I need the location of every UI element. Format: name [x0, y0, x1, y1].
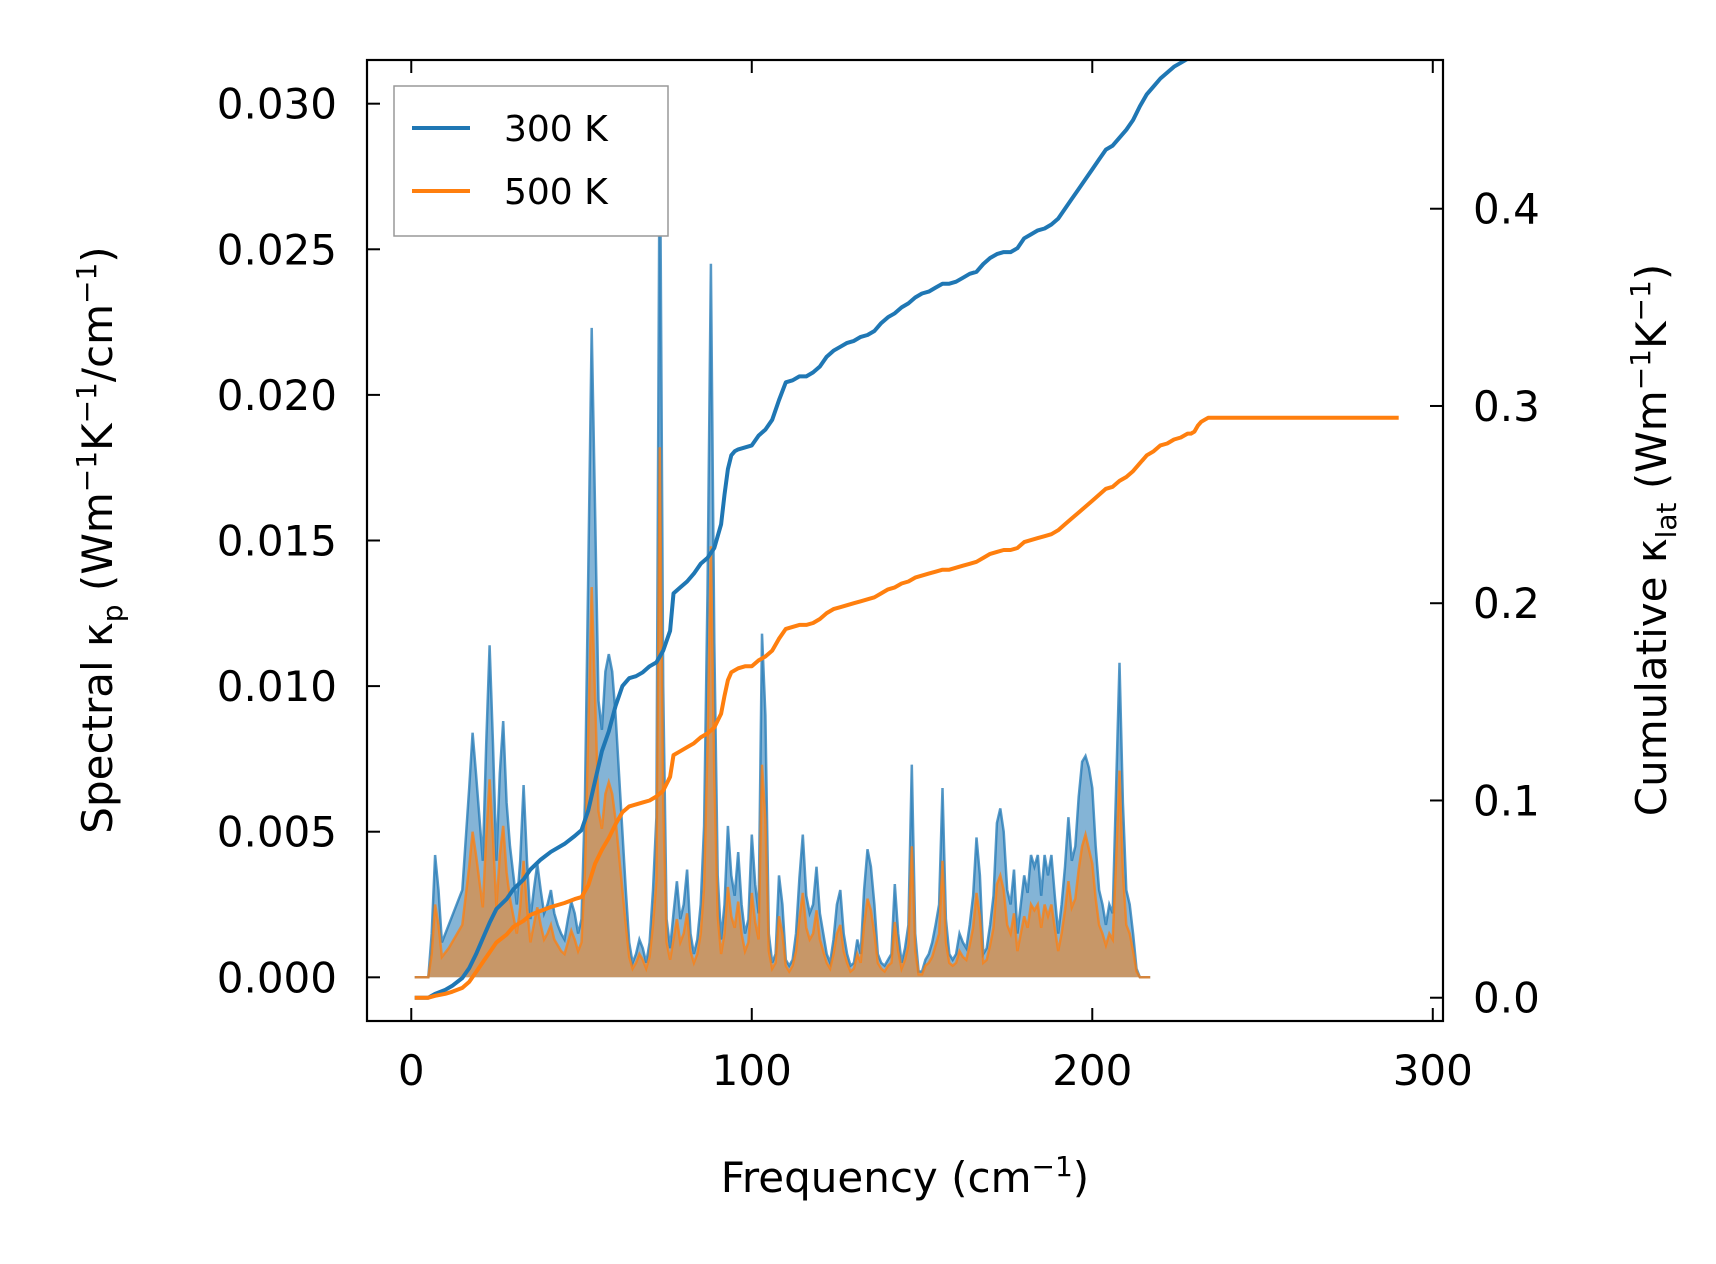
y-left-tick-label: 0.005 [217, 808, 337, 857]
x-tick-label: 0 [398, 1046, 425, 1095]
cumulative-line-500k [414, 415, 1399, 1000]
y-right-tick-label: 0.3 [1473, 382, 1540, 431]
y-left-tick-label: 0.010 [217, 662, 337, 711]
legend-label-300k: 300 K [504, 109, 609, 150]
x-axis-label: Frequency (cm−1) [721, 1150, 1089, 1202]
y-left-tick-label: 0.015 [217, 517, 337, 566]
y-axis-left-label: Spectral κp (Wm−1K−1/cm−1) [70, 246, 129, 833]
cumulative-line-300k [414, 60, 1190, 1000]
y-right-tick-label: 0.4 [1473, 185, 1540, 234]
x-tick-label: 100 [712, 1046, 792, 1095]
y-left-tick-label: 0.020 [217, 371, 337, 420]
legend-frame [393, 85, 669, 237]
y-right-tick-label: 0.1 [1473, 776, 1540, 825]
axis-ticks: 0 100 200 300 0.000 0.005 0.010 0.015 0.020 0.025… [217, 60, 1540, 1095]
spectral-line-500k [414, 447, 1151, 979]
legend: 300 K 500 K [393, 85, 669, 237]
y-right-tick-label: 0.2 [1473, 579, 1540, 628]
spectral-line-300k [414, 97, 1151, 979]
x-tick-label: 300 [1393, 1046, 1473, 1095]
y-left-tick-label: 0.030 [217, 80, 337, 129]
y-left-tick-label: 0.025 [217, 225, 337, 274]
x-tick-label: 200 [1052, 1046, 1132, 1095]
y-left-tick-label: 0.000 [217, 953, 337, 1002]
series-lines [414, 60, 1399, 1000]
y-right-tick-label: 0.0 [1473, 974, 1540, 1023]
spectral-fill-500k [414, 447, 1151, 978]
legend-label-500k: 500 K [504, 172, 609, 213]
y-axis-right-label: Cumulative κlat (Wm−1K−1) [1624, 264, 1683, 816]
